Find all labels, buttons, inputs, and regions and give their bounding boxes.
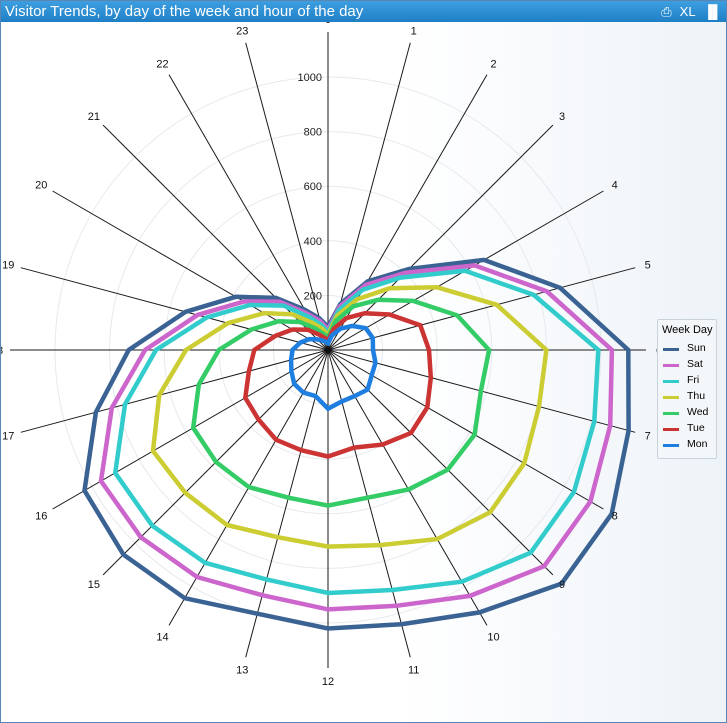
category-label: 11 xyxy=(408,665,419,677)
legend-label: Sat xyxy=(687,358,703,370)
legend-label: Wed xyxy=(687,406,709,418)
category-label: 23 xyxy=(236,25,248,37)
category-label: 22 xyxy=(156,58,168,70)
category-label: 0 xyxy=(325,22,331,26)
category-label: 18 xyxy=(1,345,3,357)
legend-item-sun[interactable]: Sun xyxy=(663,342,717,356)
category-label: 7 xyxy=(645,431,651,443)
category-label: 9 xyxy=(559,579,565,591)
legend-item-wed[interactable]: Wed xyxy=(663,406,717,420)
legend-label: Fri xyxy=(687,374,700,386)
legend-label: Sun xyxy=(687,342,706,354)
legend-label: Thu xyxy=(687,390,706,402)
category-label: 2 xyxy=(490,58,496,70)
window-title: Visitor Trends, by day of the week and h… xyxy=(5,3,364,20)
legend-item-tue[interactable]: Tue xyxy=(663,422,717,436)
legend-swatch xyxy=(663,380,679,383)
radial-tick-label: 600 xyxy=(304,181,322,193)
series-line-mon xyxy=(288,323,378,412)
legend-item-fri[interactable]: Fri xyxy=(663,374,717,388)
radial-tick-label: 1000 xyxy=(298,72,322,84)
category-label: 16 xyxy=(35,511,47,523)
category-label: 14 xyxy=(156,632,168,644)
toolbar-icons: ⎙ XL ▐▌ xyxy=(661,3,722,20)
radial-tick-label: 800 xyxy=(304,127,322,139)
legend-swatch xyxy=(663,412,679,415)
category-label: 15 xyxy=(88,579,100,591)
spoke-line xyxy=(327,267,636,351)
legend-item-mon[interactable]: Mon xyxy=(663,438,717,452)
series-line-tue xyxy=(242,311,434,459)
legend-item-sat[interactable]: Sat xyxy=(663,358,717,372)
spoke-line xyxy=(327,42,411,351)
category-label: 10 xyxy=(487,632,499,644)
legend-swatch xyxy=(663,364,679,367)
category-label: 20 xyxy=(35,180,47,192)
spoke-line xyxy=(52,349,329,510)
category-label: 17 xyxy=(2,431,14,443)
category-label: 12 xyxy=(322,676,334,688)
legend: Week Day Sun Sat Fri Thu Wed Tue Mon xyxy=(657,319,717,459)
chart-type-icon[interactable]: ▐▌ xyxy=(703,4,722,19)
legend-item-thu[interactable]: Thu xyxy=(663,390,717,404)
legend-label: Mon xyxy=(687,438,708,450)
spoke-line xyxy=(168,74,329,351)
category-label: 1 xyxy=(411,25,417,37)
export-excel-icon[interactable]: XL xyxy=(679,4,696,19)
spoke-line xyxy=(245,42,329,351)
print-icon[interactable]: ⎙ xyxy=(661,3,672,19)
category-label: 21 xyxy=(88,111,100,123)
legend-swatch xyxy=(663,428,679,431)
plot-area: 2004006008001000012345678910111213141516… xyxy=(1,14,726,722)
radial-tick-label: 200 xyxy=(304,290,322,302)
spoke-line xyxy=(20,349,329,433)
category-label: 4 xyxy=(612,180,618,192)
category-label: 19 xyxy=(2,259,14,271)
category-label: 13 xyxy=(236,665,248,677)
title-bar: Visitor Trends, by day of the week and h… xyxy=(1,1,726,22)
legend-swatch xyxy=(663,444,679,447)
legend-swatch xyxy=(663,348,679,351)
radar-chart: 2004006008001000012345678910111213141516… xyxy=(1,14,662,688)
legend-title: Week Day xyxy=(662,324,713,336)
legend-swatch xyxy=(663,396,679,399)
category-label: 8 xyxy=(612,511,618,523)
spoke-line xyxy=(327,349,604,510)
radial-tick-label: 400 xyxy=(304,236,322,248)
center-point xyxy=(325,347,331,353)
spoke-line xyxy=(245,349,329,658)
spoke-line xyxy=(327,349,554,576)
category-label: 3 xyxy=(559,111,565,123)
legend-label: Tue xyxy=(687,422,705,434)
category-label: 5 xyxy=(645,259,651,271)
